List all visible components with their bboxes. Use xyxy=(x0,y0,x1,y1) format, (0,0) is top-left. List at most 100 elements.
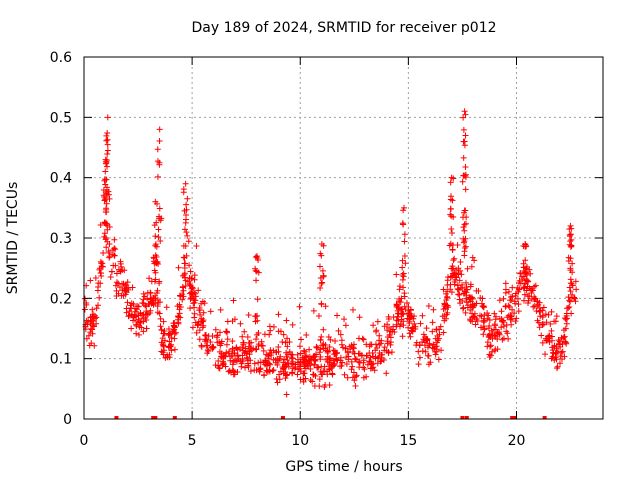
data-point xyxy=(531,296,538,303)
data-point xyxy=(419,312,426,319)
data-point xyxy=(191,304,198,311)
y-tick-label: 0 xyxy=(63,412,72,428)
data-point xyxy=(262,357,269,364)
data-point xyxy=(460,126,467,133)
data-point xyxy=(463,299,470,306)
data-point xyxy=(319,279,326,286)
data-point xyxy=(255,359,262,366)
data-point xyxy=(406,330,413,337)
data-point xyxy=(289,370,296,377)
zero-data-point xyxy=(542,416,547,419)
data-point xyxy=(96,265,103,272)
data-point xyxy=(303,331,310,338)
data-point xyxy=(196,305,203,312)
data-point xyxy=(542,311,549,318)
data-point xyxy=(364,361,371,368)
data-point xyxy=(443,297,450,304)
data-point xyxy=(331,361,338,368)
data-point xyxy=(316,263,323,270)
data-point xyxy=(462,279,469,286)
data-point xyxy=(318,363,325,370)
data-point xyxy=(515,308,522,315)
data-point xyxy=(242,364,249,371)
data-point xyxy=(289,321,296,328)
data-point xyxy=(180,287,187,294)
data-point xyxy=(360,357,367,364)
data-point xyxy=(327,336,334,343)
data-points xyxy=(81,108,580,419)
data-point xyxy=(403,299,410,306)
data-point xyxy=(554,363,561,370)
data-point xyxy=(376,349,383,356)
data-point xyxy=(461,138,468,145)
data-point xyxy=(457,284,464,291)
data-point xyxy=(268,352,275,359)
data-point xyxy=(155,226,162,233)
data-point xyxy=(438,347,445,354)
data-point xyxy=(115,290,122,297)
data-point xyxy=(102,220,109,227)
data-point xyxy=(562,338,569,345)
data-point xyxy=(440,286,447,293)
data-point xyxy=(129,284,136,291)
data-point xyxy=(349,306,356,313)
grid-lines xyxy=(84,57,603,419)
data-point xyxy=(393,321,400,328)
data-point xyxy=(205,333,212,340)
data-point xyxy=(299,354,306,361)
data-point xyxy=(282,375,289,382)
data-point xyxy=(111,236,118,243)
data-point xyxy=(417,320,424,327)
data-point xyxy=(517,280,524,287)
data-point xyxy=(104,147,111,154)
data-point xyxy=(160,330,167,337)
data-point xyxy=(186,281,193,288)
data-point xyxy=(280,331,287,338)
data-point xyxy=(259,342,266,349)
data-point xyxy=(175,319,182,326)
data-point xyxy=(233,345,240,352)
data-point xyxy=(312,351,319,358)
data-point xyxy=(194,320,201,327)
data-point xyxy=(200,309,207,316)
data-point xyxy=(179,283,186,290)
data-point xyxy=(472,321,479,328)
data-point xyxy=(486,323,493,330)
data-point xyxy=(229,338,236,345)
data-point xyxy=(168,335,175,341)
data-point xyxy=(429,344,436,351)
data-point xyxy=(360,374,367,381)
data-point xyxy=(113,279,120,286)
data-point xyxy=(384,340,391,347)
data-point xyxy=(316,376,323,383)
data-point xyxy=(189,285,196,292)
data-point xyxy=(267,327,274,334)
data-point xyxy=(520,264,527,271)
data-point xyxy=(473,287,480,294)
axis-ticks: 0 0.1 0.2 0.3 0.4 0.5 0.6 0 5 10 15 20 xyxy=(50,50,603,449)
data-point xyxy=(165,326,172,333)
data-point xyxy=(492,326,499,333)
data-point xyxy=(404,310,411,317)
data-point xyxy=(210,343,217,350)
data-point xyxy=(480,317,487,324)
data-point xyxy=(498,308,505,315)
data-point xyxy=(90,314,97,321)
data-point xyxy=(567,265,574,272)
data-point xyxy=(561,334,568,341)
data-point xyxy=(198,343,205,350)
data-point xyxy=(237,320,244,327)
data-point xyxy=(563,320,570,327)
zero-data-point xyxy=(153,416,158,419)
data-point xyxy=(212,326,219,333)
data-point xyxy=(426,342,433,349)
data-point xyxy=(522,269,529,276)
data-point xyxy=(135,331,142,338)
data-point xyxy=(258,338,265,345)
data-point xyxy=(189,284,196,291)
data-point xyxy=(239,333,246,340)
data-point xyxy=(396,323,403,330)
data-point xyxy=(407,333,414,340)
data-point xyxy=(477,324,484,331)
data-point xyxy=(487,342,494,349)
